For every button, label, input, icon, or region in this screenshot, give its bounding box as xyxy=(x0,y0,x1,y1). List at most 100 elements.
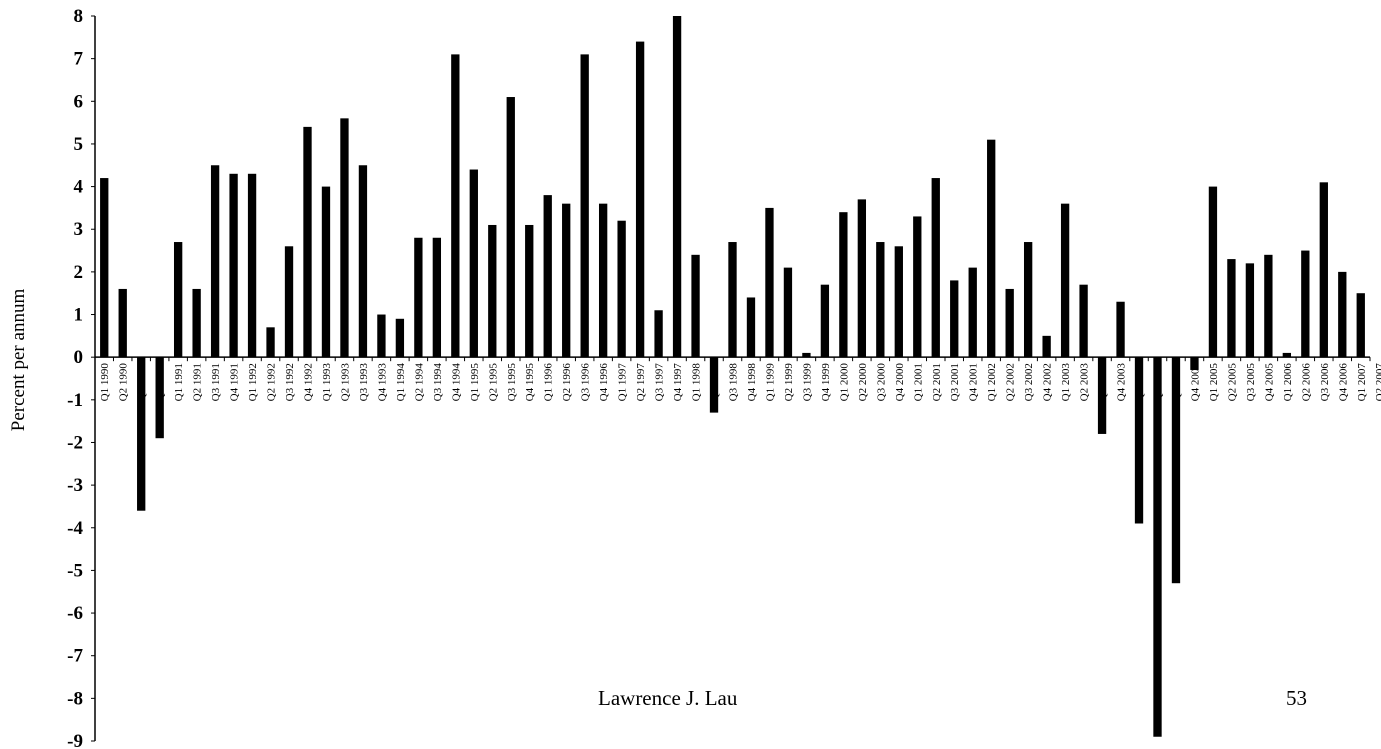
bar xyxy=(488,224,497,358)
footer-author: Lawrence J. Lau xyxy=(598,686,738,710)
x-tick-label: Q4 1991 xyxy=(229,363,241,401)
x-tick-label: Q3 1997 xyxy=(654,363,666,402)
bar xyxy=(857,199,867,358)
bar xyxy=(746,297,756,358)
bar xyxy=(950,280,959,358)
y-axis-label: Percent per annum xyxy=(8,289,29,432)
x-tick-label: Q2 2007 xyxy=(1374,363,1381,402)
bar xyxy=(451,54,460,358)
x-tick-label: Q4 1999 xyxy=(820,363,832,402)
bar xyxy=(469,169,478,358)
bar xyxy=(210,165,220,358)
x-tick-label: Q4 1992 xyxy=(303,363,315,401)
bar xyxy=(691,254,700,358)
y-tick-label: 2 xyxy=(74,262,84,283)
x-tick-label: Q4 2001 xyxy=(968,363,980,401)
x-tick-label: Q3 2000 xyxy=(875,363,887,402)
x-tick-label: Q1 1991 xyxy=(173,363,185,401)
x-tick-label: Q3 1994 xyxy=(432,363,444,402)
x-tick-label: Q1 1999 xyxy=(764,363,776,402)
x-tick-label: Q4 2000 xyxy=(894,363,906,402)
y-tick-label: -2 xyxy=(67,432,83,453)
x-tick-label: Q3 1990 xyxy=(136,363,148,402)
bar xyxy=(894,246,903,358)
bar xyxy=(617,220,626,358)
x-tick-label: Q2 1994 xyxy=(413,363,425,402)
x-tick-label: Q2 2002 xyxy=(1005,363,1017,401)
bar xyxy=(1319,182,1328,358)
x-tick-label: Q1 2002 xyxy=(986,363,998,401)
x-tick-label: Q4 2004 xyxy=(1189,363,1201,402)
x-tick-label: Q2 1999 xyxy=(783,363,795,402)
bar xyxy=(1227,259,1236,358)
bar xyxy=(783,267,793,358)
bar xyxy=(839,212,848,358)
bar xyxy=(137,357,146,511)
x-tick-label: Q4 1998 xyxy=(746,363,758,402)
bar xyxy=(1134,357,1144,524)
bar xyxy=(340,118,349,358)
page-number: 53 xyxy=(1286,686,1307,710)
bar xyxy=(765,207,774,358)
x-tick-label: Q4 1994 xyxy=(450,363,462,402)
x-tick-label: Q1 1997 xyxy=(617,363,629,402)
bar xyxy=(247,173,257,358)
y-tick-label: 7 xyxy=(74,49,84,70)
bar xyxy=(1153,357,1162,737)
bar xyxy=(876,242,885,358)
x-tick-label: Q3 2001 xyxy=(949,363,961,401)
bar xyxy=(395,318,405,358)
x-tick-label: Q2 2005 xyxy=(1226,363,1238,402)
bar xyxy=(192,288,201,358)
bar xyxy=(321,186,331,358)
x-tick-label: Q1 1993 xyxy=(321,363,333,402)
bar xyxy=(303,126,312,358)
x-tick-label: Q2 1992 xyxy=(266,363,278,401)
bar xyxy=(1005,288,1014,358)
y-tick-label: -4 xyxy=(67,518,83,539)
bar xyxy=(1060,203,1070,358)
x-tick-label: Q2 2006 xyxy=(1300,363,1312,402)
x-tick-label: Q1 1996 xyxy=(543,363,555,402)
x-tick-label: Q2 1990 xyxy=(118,363,130,402)
x-tick-label: Q2 1993 xyxy=(339,363,351,402)
x-tick-label: Q1 2003 xyxy=(1060,363,1072,402)
x-tick-label: Q2 1997 xyxy=(635,363,647,402)
bar xyxy=(931,178,940,358)
bar xyxy=(1282,352,1292,358)
bar xyxy=(155,357,164,439)
bar xyxy=(525,224,534,358)
bar xyxy=(377,314,386,358)
x-tick-label: Q1 1998 xyxy=(691,363,703,402)
bar xyxy=(1023,242,1033,358)
bar xyxy=(820,284,830,358)
bar xyxy=(987,139,996,358)
x-tick-label: Q2 1998 xyxy=(709,363,721,402)
y-tick-label: -5 xyxy=(67,560,83,581)
bar xyxy=(562,203,571,358)
x-tick-label: Q4 2003 xyxy=(1116,363,1128,402)
x-tick-label: Q2 1991 xyxy=(192,363,204,401)
x-tick-labels: Q1 1990 Q2 1990 Q3 1990 Q4 1990 Q1 1991 Q2 19… xyxy=(94,357,1381,402)
bar xyxy=(1097,357,1107,434)
bar xyxy=(1245,263,1255,358)
x-tick-label: Q3 1992 xyxy=(284,363,296,401)
bar xyxy=(1208,186,1218,358)
x-tick-label: Q3 2006 xyxy=(1319,363,1331,402)
y-tick-label: 0 xyxy=(74,347,84,368)
y-tick-label: -1 xyxy=(67,390,83,411)
y-tick-label: 3 xyxy=(74,219,84,240)
x-tick-label: Q1 2005 xyxy=(1208,363,1220,402)
y-tick-label: -9 xyxy=(67,731,83,749)
x-tick-label: Q3 1991 xyxy=(210,363,222,401)
y-tick-label: 4 xyxy=(74,177,84,198)
y-tick-label: -6 xyxy=(67,603,83,624)
x-tick-label: Q1 1990 xyxy=(99,363,111,402)
bar xyxy=(598,203,608,358)
x-tick-label: Q2 2004 xyxy=(1153,363,1165,402)
x-tick-label: Q1 2004 xyxy=(1134,363,1146,402)
bar xyxy=(432,237,442,358)
bar xyxy=(1171,357,1181,584)
x-tick-label: Q1 2006 xyxy=(1282,363,1294,402)
